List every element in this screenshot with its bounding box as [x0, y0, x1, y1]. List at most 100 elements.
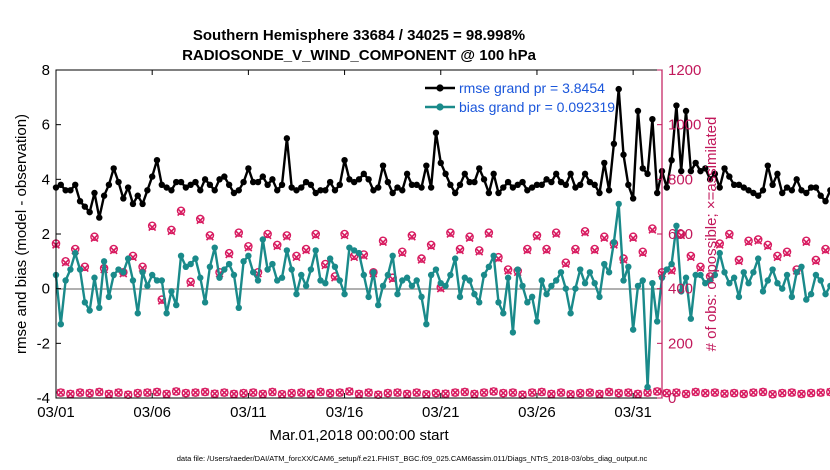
obs-possible-marker	[176, 206, 186, 216]
rmse-point	[293, 187, 300, 194]
obs-possible-marker	[806, 388, 816, 398]
legend: rmse grand pr = 3.8454 bias grand pr = 0…	[425, 80, 615, 115]
obs-possible-marker	[777, 388, 787, 398]
obs-assimilated-stroke	[177, 208, 186, 217]
obs-assimilated-marker	[802, 238, 811, 247]
obs-assimilated-stroke	[268, 388, 277, 396]
rmse-point	[476, 165, 483, 172]
obs-possible-marker	[749, 388, 758, 397]
rmse-point	[96, 214, 103, 221]
obs-possible-marker	[542, 244, 551, 254]
obs-assimilated-stroke	[321, 261, 330, 270]
chart-title: Southern Hemisphere 33684 / 34025 = 98.9…	[193, 27, 525, 44]
rmse-point	[129, 200, 137, 208]
rmse-point	[495, 189, 502, 197]
obs-possible-marker	[417, 254, 426, 263]
obs-assimilated-stroke	[638, 249, 647, 258]
rmse-point	[230, 189, 238, 197]
obs-assimilated-marker	[624, 388, 633, 397]
obs-assimilated-marker	[76, 388, 85, 397]
obs-possible-marker	[114, 388, 123, 397]
bias-point	[625, 263, 632, 270]
y2-tick-label: 200	[668, 335, 693, 352]
obs-assimilated-stroke	[715, 240, 724, 249]
rmse-point	[100, 192, 108, 199]
obs-assimilated-stroke	[335, 388, 344, 397]
rmse-point	[524, 187, 531, 194]
obs-assimilated-marker	[124, 390, 133, 399]
bias-point	[634, 282, 642, 290]
obs-possible-marker	[191, 388, 200, 397]
bias-point	[601, 260, 608, 268]
obs-possible-marker	[614, 388, 624, 398]
obs-possible-marker	[364, 388, 373, 397]
obs-assimilated-stroke	[701, 389, 710, 398]
obs-assimilated-marker	[826, 388, 830, 396]
bias-point	[596, 293, 603, 301]
obs-assimilated-stroke	[446, 230, 455, 238]
bias-point	[163, 310, 170, 317]
bias-point	[298, 271, 305, 279]
bias-point	[134, 310, 141, 317]
obs-assimilated-marker	[508, 388, 517, 397]
obs-assimilated-marker	[398, 249, 407, 258]
rmse-point	[57, 181, 65, 188]
rmse-point	[408, 181, 416, 188]
bias-point	[139, 269, 146, 276]
rmse-point	[240, 178, 247, 186]
obs-assimilated-stroke	[725, 231, 734, 240]
bias-point	[620, 277, 627, 284]
rmse-point	[187, 181, 194, 188]
rmse-point	[577, 181, 584, 188]
rmse-point	[653, 189, 661, 197]
bias-point	[288, 266, 295, 273]
obs-assimilated-marker	[456, 246, 464, 255]
bias-point	[610, 239, 618, 246]
obs-assimilated-marker	[662, 389, 671, 398]
bias-point	[240, 258, 247, 265]
obs-assimilated-marker	[374, 390, 383, 399]
rmse-point	[581, 170, 589, 178]
obs-possible-marker	[556, 388, 566, 397]
obs-possible-marker	[763, 240, 773, 250]
y-tick-label: -4	[37, 390, 50, 407]
bias-point	[197, 274, 204, 281]
obs-assimilated-stroke	[821, 246, 830, 255]
obs-assimilated-stroke	[210, 389, 219, 398]
obs-possible-marker	[585, 388, 595, 397]
obs-assimilated-marker	[807, 389, 816, 398]
obs-possible-marker	[787, 388, 797, 397]
obs-possible-marker	[335, 388, 345, 397]
rmse-point	[264, 181, 271, 188]
obs-assimilated-stroke	[773, 253, 782, 262]
legend-rmse-label: rmse grand pr = 3.8454	[459, 80, 605, 96]
obs-possible-marker	[580, 226, 590, 236]
obs-assimilated-stroke	[518, 390, 527, 399]
rmse-point	[124, 184, 132, 191]
obs-assimilated-stroke	[696, 264, 705, 273]
obs-assimilated-marker	[528, 388, 537, 397]
y-axis-right: 0 200 400 600 800 1000 1200	[657, 62, 701, 407]
obs-possible-marker	[143, 388, 152, 397]
obs-assimilated-marker	[590, 246, 599, 255]
obs-assimilated-stroke	[763, 242, 772, 251]
obs-assimilated-stroke	[557, 388, 565, 397]
bias-point	[793, 269, 800, 276]
rmse-point	[774, 170, 781, 178]
rmse-point	[807, 184, 815, 191]
obs-possible-marker	[508, 388, 518, 397]
rmse-point	[678, 167, 685, 175]
obs-possible-marker	[599, 232, 609, 242]
bias-point	[692, 271, 699, 279]
bias-point	[687, 315, 695, 322]
rmse-point	[769, 181, 776, 188]
bias-point	[283, 247, 291, 254]
bias-point	[336, 277, 343, 284]
bias-point	[408, 282, 416, 290]
bias-point	[437, 280, 444, 287]
obs-assimilated-stroke	[383, 389, 392, 398]
rmse-point	[548, 178, 555, 186]
bias-point	[471, 290, 478, 298]
obs-assimilated-stroke	[710, 388, 719, 397]
obs-assimilated-stroke	[292, 253, 301, 262]
